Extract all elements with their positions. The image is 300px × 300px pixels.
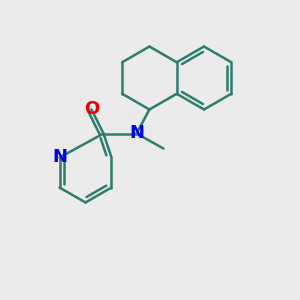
Text: O: O — [84, 100, 99, 118]
Text: N: N — [129, 124, 144, 142]
Text: N: N — [52, 148, 67, 166]
